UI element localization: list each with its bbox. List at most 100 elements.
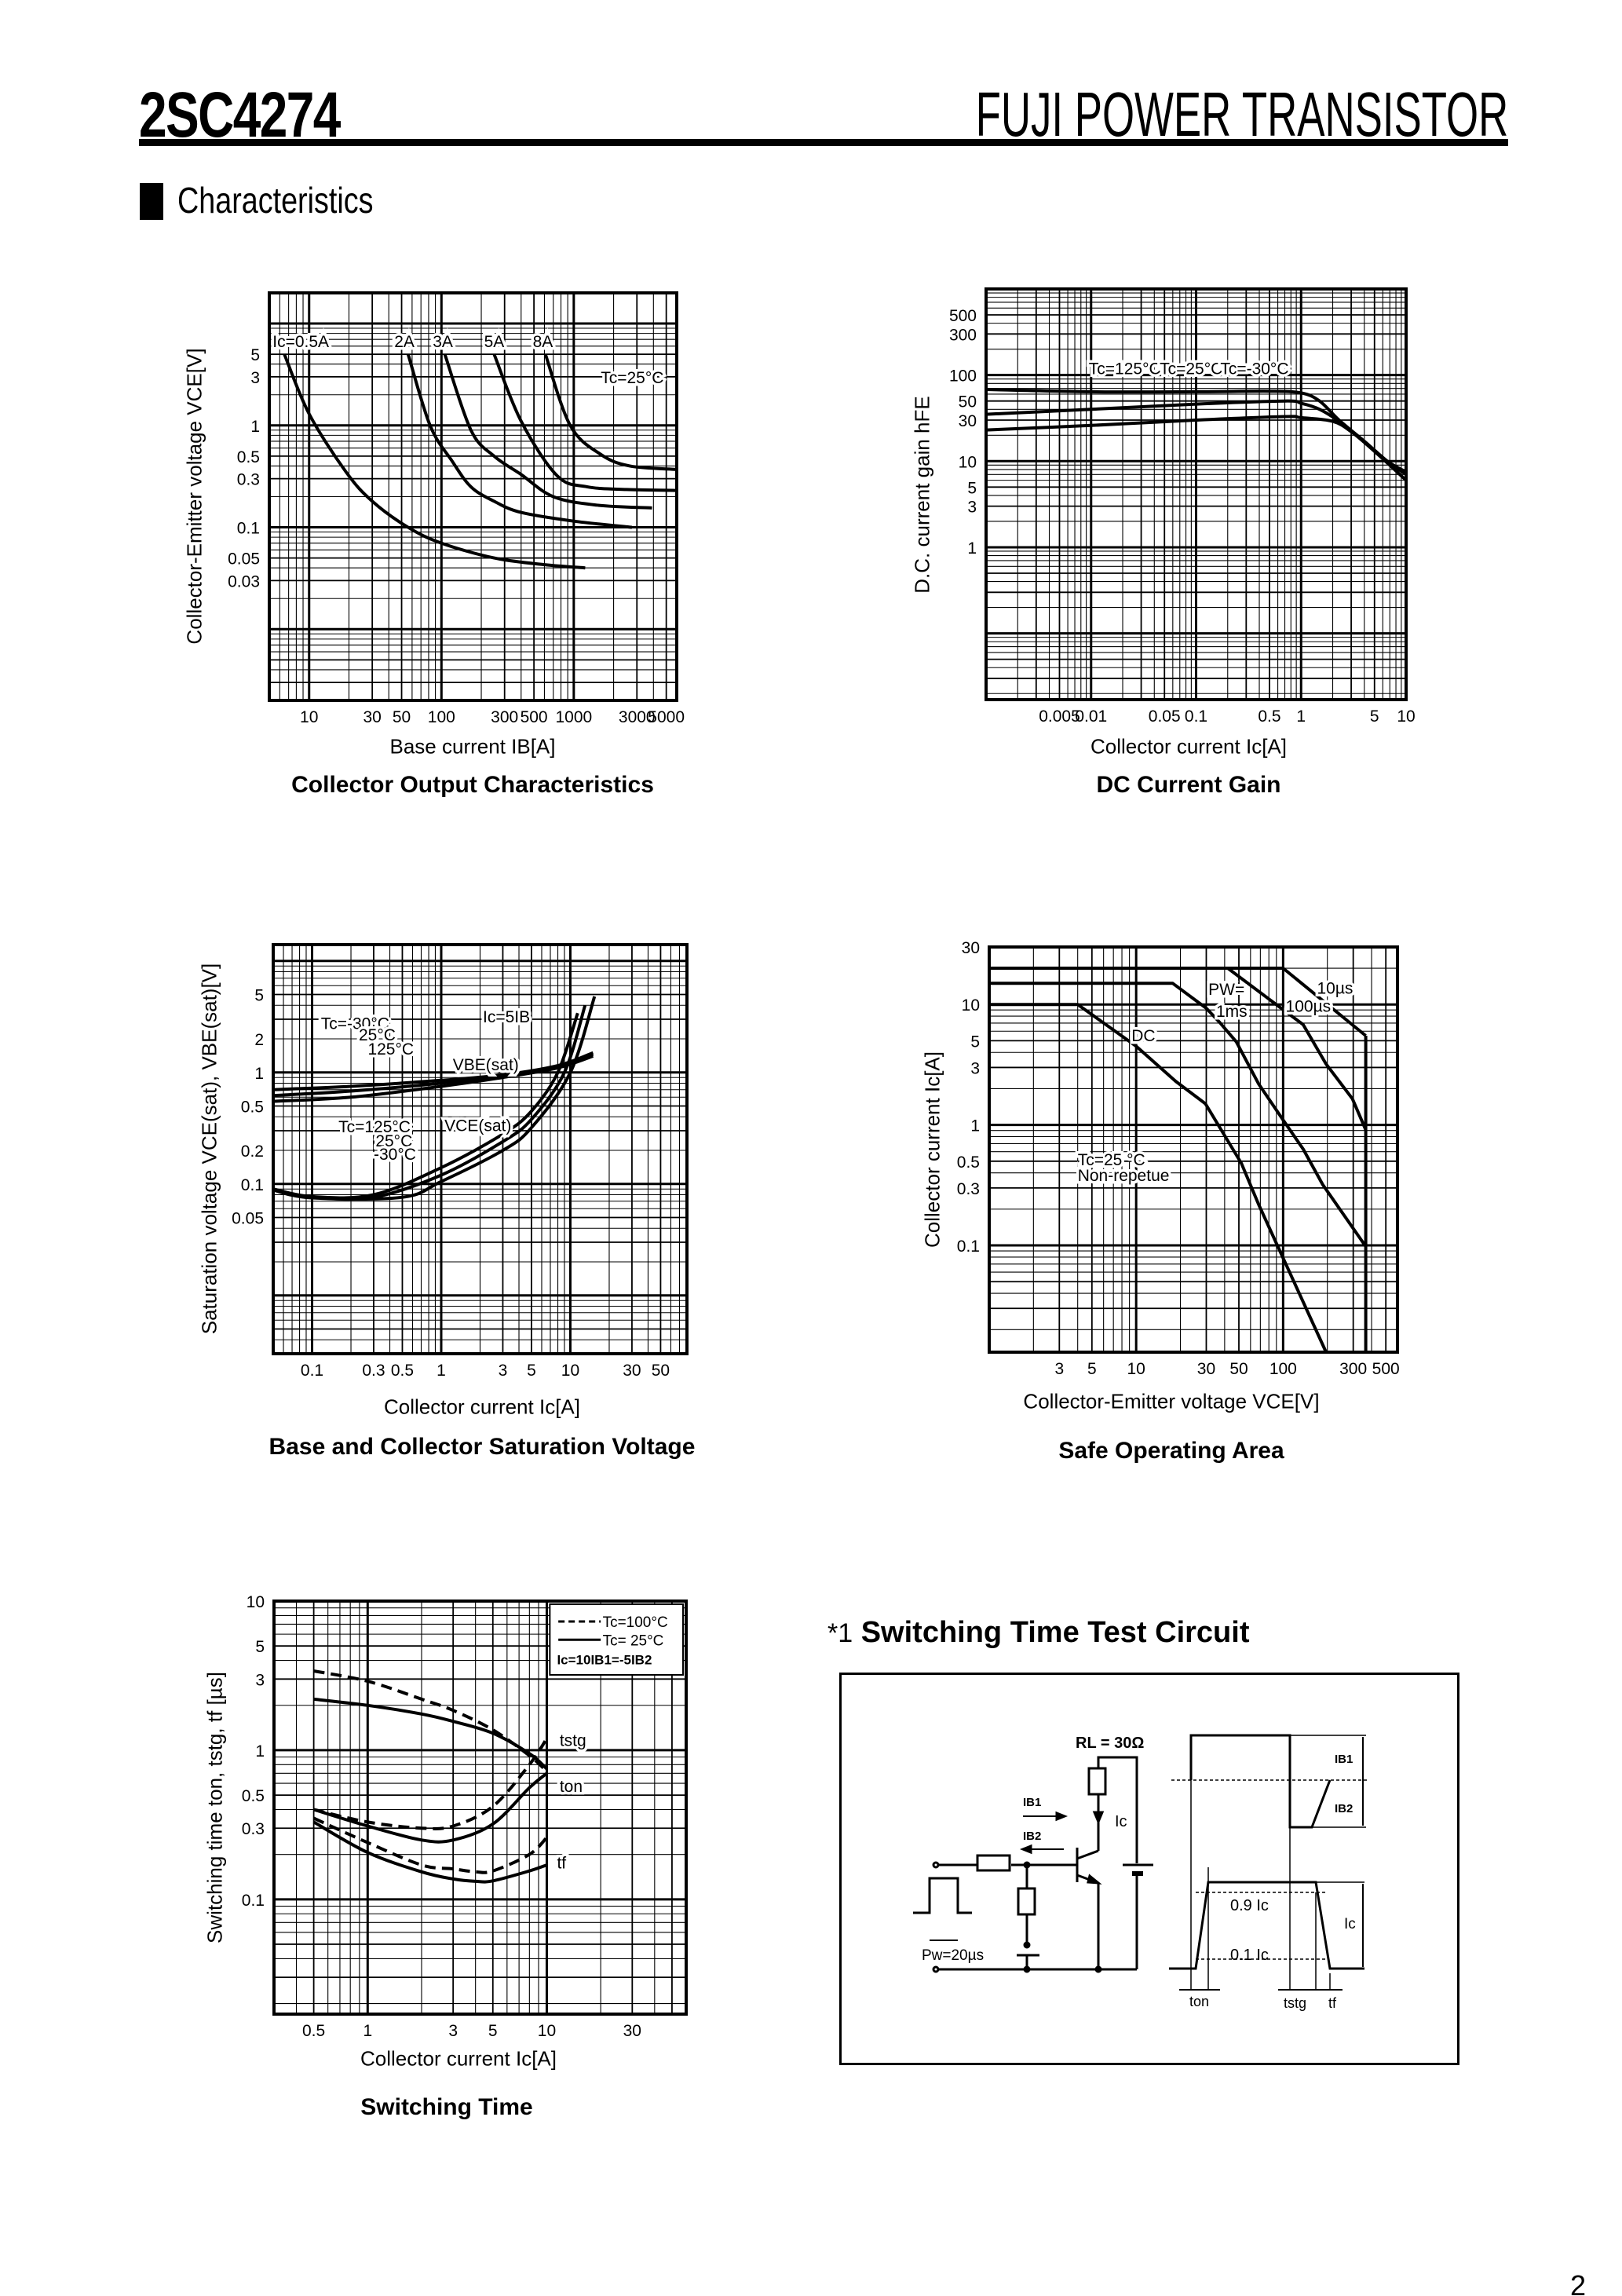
- series-line-1-3: [443, 353, 652, 510]
- x-tick-label: 5: [1087, 1360, 1097, 1378]
- annotation-label: Tc=125°C: [338, 1118, 411, 1136]
- y-tick-label: 500: [949, 307, 977, 325]
- y-tick-label: 0.1: [241, 1176, 264, 1194]
- annotation-label: 100µs: [1286, 998, 1332, 1016]
- series-line-1-1: [283, 353, 586, 570]
- junction-dot-icon: [1023, 1861, 1031, 1869]
- x-tick-label: 30: [623, 2022, 641, 2040]
- test-circuit-heading: *1 Switching Time Test Circuit: [827, 1616, 1249, 1650]
- plot-frame: [988, 945, 1399, 1354]
- series-line-1-4: [492, 353, 676, 492]
- x-tick-label: 5000: [648, 708, 685, 726]
- ic-waveform: [1169, 1881, 1364, 1970]
- series-line-5-3: [313, 1737, 549, 1830]
- x-tick-label: 1: [1296, 707, 1306, 726]
- load-resistor-label: RL = 30Ω: [1076, 1735, 1144, 1752]
- x-tick-label: 100: [428, 708, 455, 726]
- x-tick-label: 10: [561, 1362, 579, 1380]
- x-tick-label: 0.5: [1258, 707, 1280, 726]
- y-tick-label: 0.3: [242, 1820, 265, 1838]
- transistor-collector-icon: [1076, 1849, 1099, 1860]
- x-tick-label: 5: [488, 2022, 498, 2040]
- junction-dot-icon: [1023, 1941, 1031, 1949]
- annotation-label: 1ms: [1216, 1003, 1248, 1021]
- series-line-5-1: [313, 1669, 548, 1773]
- x-tick-label: 50: [1229, 1360, 1248, 1378]
- x-tick-label: 300: [1339, 1360, 1367, 1378]
- chart1-xlabel: Base current IB[A]: [389, 734, 556, 759]
- y-tick-label: 0.1: [957, 1238, 980, 1256]
- series-line-3-3: [272, 1055, 594, 1103]
- x-tick-label: 0.3: [362, 1362, 385, 1380]
- y-tick-label: 30: [959, 412, 977, 430]
- switching-test-circuit: RL = 30Ω Ic: [913, 1734, 1369, 2011]
- y-tick-label: 0.05: [232, 1209, 264, 1227]
- y-tick-label: 0.5: [242, 1787, 265, 1805]
- base-resistor-icon: [976, 1854, 1011, 1872]
- section-marker-icon: [140, 183, 163, 220]
- ib-waveform: [1189, 1734, 1332, 1829]
- x-tick-label: 3: [448, 2022, 458, 2040]
- y-tick-label: 1: [970, 1117, 980, 1135]
- y-tick-label: 10: [962, 996, 980, 1015]
- annotation-label: 25°C: [375, 1132, 412, 1150]
- series-line-4-3: [989, 967, 1368, 1131]
- annotation-label: Non-repetue: [1078, 1167, 1170, 1185]
- ib2-arrow-icon: [1019, 1844, 1032, 1855]
- x-tick-label: 0.5: [302, 2022, 325, 2040]
- tf-label: tf: [1328, 1995, 1337, 2011]
- y-tick-label: 5: [250, 346, 260, 364]
- y-tick-label: 5: [967, 479, 977, 497]
- plot-frame: [272, 1600, 688, 2016]
- plot-frame: [268, 291, 678, 702]
- x-tick-label: 5: [1370, 707, 1379, 726]
- y-tick-label: 3: [255, 1671, 265, 1689]
- series-line-4-2: [989, 982, 1368, 1248]
- annotation-label: -30°C: [374, 1146, 416, 1164]
- x-tick-label: 0.005: [1039, 707, 1080, 726]
- y-tick-label: 100: [949, 367, 977, 386]
- test-circuit-title: Switching Time Test Circuit: [860, 1616, 1250, 1649]
- y-tick-label: 0.3: [237, 471, 260, 489]
- y-tick-label: 0.1: [237, 520, 260, 538]
- y-tick-label: 3: [250, 369, 260, 387]
- y-tick-label: 0.1: [242, 1892, 265, 1910]
- x-tick-label: 30: [623, 1362, 641, 1380]
- x-tick-label: 5: [527, 1362, 536, 1380]
- annotation-label: 3A: [433, 333, 453, 351]
- y-tick-label: 300: [949, 326, 977, 344]
- x-tick-label: 10: [300, 708, 318, 726]
- y-tick-label: 1: [255, 1742, 265, 1760]
- x-tick-label: 1: [437, 1362, 446, 1380]
- chart5-title: Switching Time: [360, 2094, 533, 2120]
- part-number: 2SC4274: [139, 79, 341, 151]
- section-title: Characteristics: [177, 180, 374, 221]
- chart2-xlabel: Collector current Ic[A]: [1090, 734, 1287, 759]
- annotation-label: 10µs: [1317, 980, 1353, 998]
- series-line-5-4: [313, 1771, 548, 1844]
- annotation-label: VCE(sat): [444, 1117, 511, 1135]
- junction-dot-icon: [1023, 1965, 1031, 1973]
- x-tick-label: 1: [363, 2022, 372, 2040]
- ton-label: ton: [1189, 1994, 1209, 2009]
- plot-frame: [272, 943, 689, 1355]
- series-line-1-2: [406, 353, 633, 529]
- series-line-4-4: [989, 967, 1367, 1037]
- x-tick-label: 10: [1397, 707, 1415, 726]
- grid: [989, 947, 1397, 1352]
- chart-3: 0.1 0.3 0.5 1 3 5 10 30 50 5 2 1 0.5 0.2 0.1 0.05 Tc=-30…: [232, 943, 689, 1380]
- y-tick-label: 5: [970, 1033, 980, 1051]
- page-number: 2: [1570, 2269, 1587, 2296]
- wave-ic-label: Ic: [1344, 1916, 1356, 1932]
- y-tick-label: 0.05: [228, 550, 260, 569]
- level-01-label: 0.1 Ic: [1230, 1947, 1269, 1964]
- series-line-3-6: [272, 996, 597, 1201]
- x-tick-label: 500: [1372, 1360, 1400, 1378]
- legend-entry: Tc= 25°C: [603, 1632, 664, 1649]
- load-resistor-icon: [1087, 1767, 1107, 1796]
- x-tick-label: 0.5: [391, 1362, 414, 1380]
- y-tick-label: 0.5: [957, 1153, 980, 1172]
- chart-5: 0.5 1 3 5 10 30 10 5 3 1 0.5 0.3 0.1 tstg ton tf Tc=100°…: [242, 1593, 688, 2040]
- x-tick-label: 3000: [619, 708, 656, 726]
- ground-terminal-icon: [932, 1965, 940, 1973]
